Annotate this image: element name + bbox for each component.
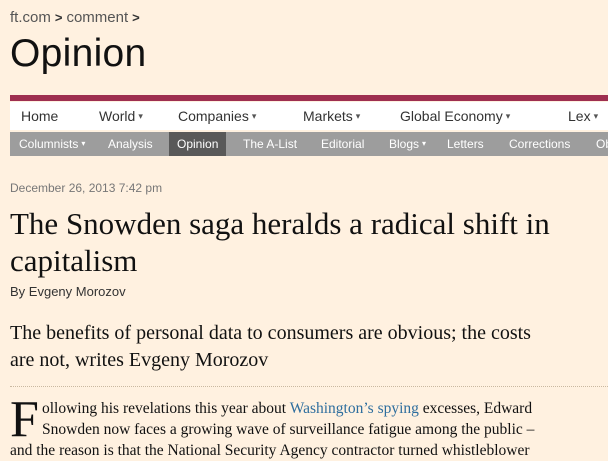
washingtons-spying-link[interactable]: Washington’s spying <box>289 400 419 417</box>
subnav-columnists[interactable]: Columnists ▾ <box>19 132 85 156</box>
article-dateline: December 26, 2013 7:42 pm <box>10 181 163 195</box>
breadcrumb-ftcom-link[interactable]: ft.com <box>10 9 51 26</box>
subnav-blogs-label: Blogs <box>389 137 420 151</box>
nav-markets[interactable]: Markets ▾ <box>303 108 360 124</box>
body-line-1: ollowing his revelations this year about… <box>42 398 608 419</box>
primary-nav: Home World ▾ Companies ▾ Markets ▾ Global E… <box>10 102 608 130</box>
breadcrumb: ft.com > comment > <box>10 9 144 26</box>
chevron-down-icon: ▾ <box>422 139 427 148</box>
article-headline: The Snowden saga heralds a radical shift… <box>10 205 608 279</box>
byline-prefix: By <box>10 284 26 299</box>
nav-world-label: World <box>99 108 136 124</box>
subnav-analysis[interactable]: Analysis <box>108 132 153 156</box>
article-divider <box>10 386 608 387</box>
nav-global-economy-label: Global Economy <box>400 108 503 124</box>
headline-line-1: The Snowden saga heralds a radical shift… <box>10 206 550 241</box>
standfirst-line-2: are not, writes Evgeny Morozov <box>10 349 269 371</box>
subnav-ob[interactable]: Ob <box>596 132 608 156</box>
nav-companies[interactable]: Companies ▾ <box>178 108 256 124</box>
body-text-segment: excesses, Edward <box>418 400 533 417</box>
chevron-down-icon: ▾ <box>355 111 361 121</box>
article-body: ollowing his revelations this year about… <box>10 398 608 461</box>
breadcrumb-comment-link[interactable]: comment <box>66 9 129 26</box>
secondary-nav: Columnists ▾ Analysis Opinion The A-List … <box>10 132 608 156</box>
page-title: Opinion <box>10 32 147 75</box>
nav-lex-label: Lex <box>568 108 591 124</box>
body-line-3: and the reason is that the National Secu… <box>10 442 530 459</box>
nav-companies-label: Companies <box>178 108 249 124</box>
subnav-corrections[interactable]: Corrections <box>509 132 570 156</box>
subnav-letters-label: Letters <box>447 137 484 151</box>
subnav-the-a-list[interactable]: The A-List <box>243 132 297 156</box>
author-link[interactable]: Evgeny Morozov <box>28 284 126 299</box>
nav-markets-label: Markets <box>303 108 353 124</box>
nav-global-economy[interactable]: Global Economy ▾ <box>400 108 510 124</box>
standfirst-line-1: The benefits of personal data to consume… <box>10 322 531 344</box>
subnav-blogs[interactable]: Blogs ▾ <box>389 132 426 156</box>
subnav-letters[interactable]: Letters <box>447 132 484 156</box>
body-text-segment: ollowing his revelations this year about <box>42 400 290 417</box>
subnav-corrections-label: Corrections <box>509 137 571 151</box>
drop-cap: F <box>10 391 39 448</box>
section-accent-rule <box>10 95 608 101</box>
chevron-down-icon: ▾ <box>593 111 599 121</box>
subnav-editorial[interactable]: Editorial <box>321 132 364 156</box>
nav-world[interactable]: World ▾ <box>99 108 143 124</box>
chevron-down-icon: ▾ <box>81 139 86 148</box>
subnav-analysis-label: Analysis <box>108 137 153 151</box>
nav-home[interactable]: Home <box>21 108 58 124</box>
headline-line-2: capitalism <box>10 243 138 278</box>
article-standfirst: The benefits of personal data to consume… <box>10 320 608 374</box>
subnav-editorial-label: Editorial <box>321 137 365 151</box>
subnav-ob-label: Ob <box>596 137 608 151</box>
chevron-down-icon: ▾ <box>505 111 511 121</box>
body-line-2: Snowden now faces a growing wave of surv… <box>42 421 535 438</box>
chevron-down-icon: ▾ <box>138 111 143 121</box>
subnav-opinion-label: Opinion <box>177 137 219 151</box>
subnav-opinion[interactable]: Opinion <box>169 132 227 156</box>
subnav-the-a-list-label: The A-List <box>243 137 298 151</box>
article-byline: By Evgeny Morozov <box>10 284 126 299</box>
nav-lex[interactable]: Lex ▾ <box>568 108 598 124</box>
breadcrumb-separator: > <box>132 10 140 25</box>
breadcrumb-separator: > <box>54 10 63 25</box>
subnav-columnists-label: Columnists <box>19 137 79 151</box>
nav-home-label: Home <box>21 108 59 124</box>
chevron-down-icon: ▾ <box>251 111 257 121</box>
